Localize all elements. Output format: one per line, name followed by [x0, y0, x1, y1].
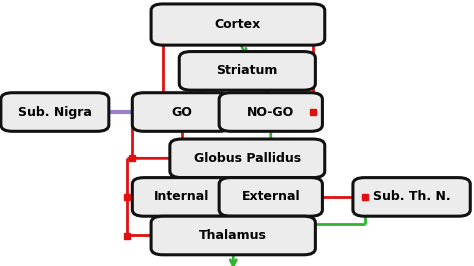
Text: Globus Pallidus: Globus Pallidus	[194, 152, 301, 165]
Text: Striatum: Striatum	[217, 64, 278, 77]
Text: Thalamus: Thalamus	[199, 229, 267, 242]
Text: Sub. Nigra: Sub. Nigra	[18, 106, 92, 119]
Text: GO: GO	[171, 106, 192, 119]
FancyBboxPatch shape	[219, 178, 322, 216]
FancyBboxPatch shape	[219, 93, 322, 131]
Text: Sub. Th. N.: Sub. Th. N.	[373, 190, 450, 203]
FancyBboxPatch shape	[353, 178, 470, 216]
FancyBboxPatch shape	[179, 52, 315, 90]
Text: NO-GO: NO-GO	[247, 106, 294, 119]
FancyBboxPatch shape	[170, 139, 325, 178]
Text: Internal: Internal	[154, 190, 210, 203]
Text: Cortex: Cortex	[215, 18, 261, 31]
Text: External: External	[241, 190, 300, 203]
FancyBboxPatch shape	[132, 178, 231, 216]
FancyBboxPatch shape	[1, 93, 109, 131]
FancyBboxPatch shape	[151, 4, 325, 45]
FancyBboxPatch shape	[132, 93, 231, 131]
FancyBboxPatch shape	[151, 216, 315, 255]
